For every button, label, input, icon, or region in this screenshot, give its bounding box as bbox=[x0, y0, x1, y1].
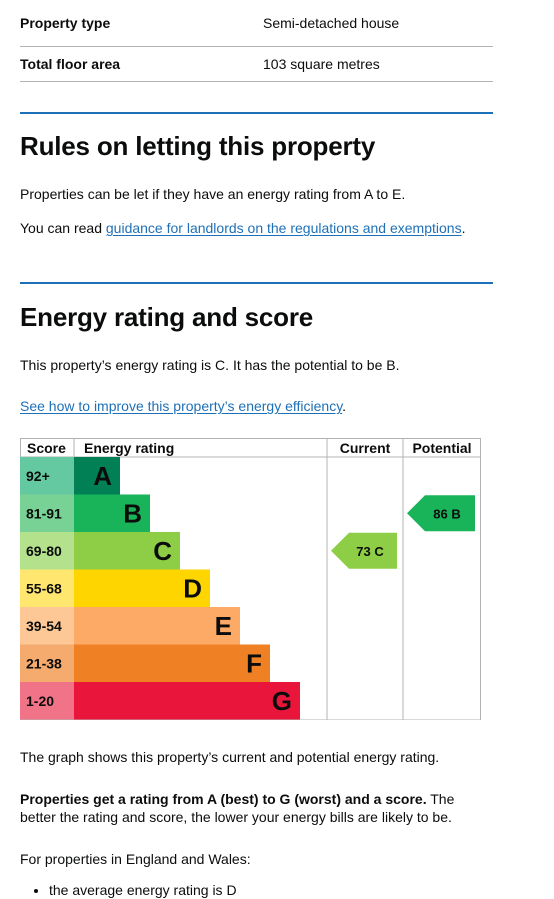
score-range-label: 69-80 bbox=[26, 543, 62, 559]
header-score: Score bbox=[27, 440, 66, 456]
summary-value: Semi-detached house bbox=[263, 15, 400, 31]
rating-letter-c: C bbox=[153, 536, 172, 566]
summary-key: Property type bbox=[20, 15, 111, 31]
potential-rating-arrow bbox=[407, 495, 475, 532]
bold-text: Properties get a rating from A (best) to… bbox=[20, 791, 427, 807]
letting-guidance-paragraph: You can read guidance for landlords on t… bbox=[20, 219, 493, 237]
rating-letter-f: F bbox=[246, 648, 262, 678]
summary-row-property-type: Property type Semi-detached house bbox=[20, 0, 493, 47]
current-rating-arrow bbox=[331, 532, 397, 569]
header-potential: Potential bbox=[412, 440, 471, 456]
text: . bbox=[461, 220, 466, 236]
score-cell-d bbox=[20, 569, 74, 607]
score-range-label: 1-20 bbox=[26, 693, 54, 709]
summary-key: Total floor area bbox=[20, 56, 121, 72]
score-cell-e bbox=[20, 607, 74, 645]
score-range-label: 55-68 bbox=[26, 580, 62, 596]
score-cell-g bbox=[20, 682, 74, 720]
letting-paragraph: Properties can be let if they have an en… bbox=[20, 186, 406, 202]
summary-row-floor-area: Total floor area 103 square metres bbox=[20, 47, 493, 82]
score-range-label: 92+ bbox=[26, 468, 50, 484]
list-item: the average energy rating is D bbox=[49, 881, 237, 899]
energy-rating-chart: Score Energy rating Current Potential 92+ A 81… bbox=[20, 438, 481, 720]
score-cell-b bbox=[20, 494, 74, 532]
score-cell-f bbox=[20, 644, 74, 682]
rating-bar-a bbox=[74, 457, 120, 495]
property-summary: Property type Semi-detached house Total … bbox=[20, 0, 493, 82]
score-cell-a bbox=[20, 457, 74, 495]
score-range-label: 39-54 bbox=[26, 618, 62, 634]
score-cell-c bbox=[20, 532, 74, 570]
current-rating-label: 73 C bbox=[356, 544, 384, 559]
energy-rating-paragraph: This property’s energy rating is C. It h… bbox=[20, 357, 400, 373]
average-ratings-list: the average energy rating is D bbox=[20, 881, 237, 899]
section-divider bbox=[20, 112, 493, 114]
improve-efficiency-link[interactable]: See how to improve this property’s energ… bbox=[20, 398, 343, 414]
rating-bar-g bbox=[74, 682, 300, 720]
header-energy-rating: Energy rating bbox=[84, 440, 174, 456]
text: The better the rating and score, the low… bbox=[20, 791, 455, 825]
summary-value: 103 square metres bbox=[263, 56, 380, 72]
rating-letter-b: B bbox=[123, 498, 142, 528]
energy-heading: Energy rating and score bbox=[20, 302, 314, 332]
rating-letter-e: E bbox=[215, 611, 232, 641]
graph-description: The graph shows this property’s current … bbox=[20, 749, 440, 765]
letting-heading: Rules on letting this property bbox=[20, 131, 376, 161]
rating-letter-d: D bbox=[183, 573, 202, 603]
rating-explanation: Properties get a rating from A (best) to… bbox=[20, 790, 493, 826]
text: You can read bbox=[20, 220, 106, 236]
rating-bar-c bbox=[74, 532, 180, 570]
text: . bbox=[342, 398, 347, 414]
section-divider bbox=[20, 282, 493, 284]
landlord-guidance-link[interactable]: guidance for landlords on the regulation… bbox=[105, 220, 462, 236]
england-wales-intro: For properties in England and Wales: bbox=[20, 851, 251, 867]
rating-letter-g: G bbox=[272, 686, 292, 716]
rating-bar-d bbox=[74, 569, 210, 607]
rating-bar-e bbox=[74, 607, 240, 645]
energy-improve-paragraph: See how to improve this property’s energ… bbox=[20, 397, 493, 415]
rating-bar-b bbox=[74, 494, 150, 532]
rating-bar-f bbox=[74, 644, 270, 682]
potential-rating-label: 86 B bbox=[433, 506, 460, 521]
score-range-label: 21-38 bbox=[26, 655, 62, 671]
rating-letter-a: A bbox=[93, 461, 112, 491]
header-current: Current bbox=[340, 440, 391, 456]
score-range-label: 81-91 bbox=[26, 505, 62, 521]
